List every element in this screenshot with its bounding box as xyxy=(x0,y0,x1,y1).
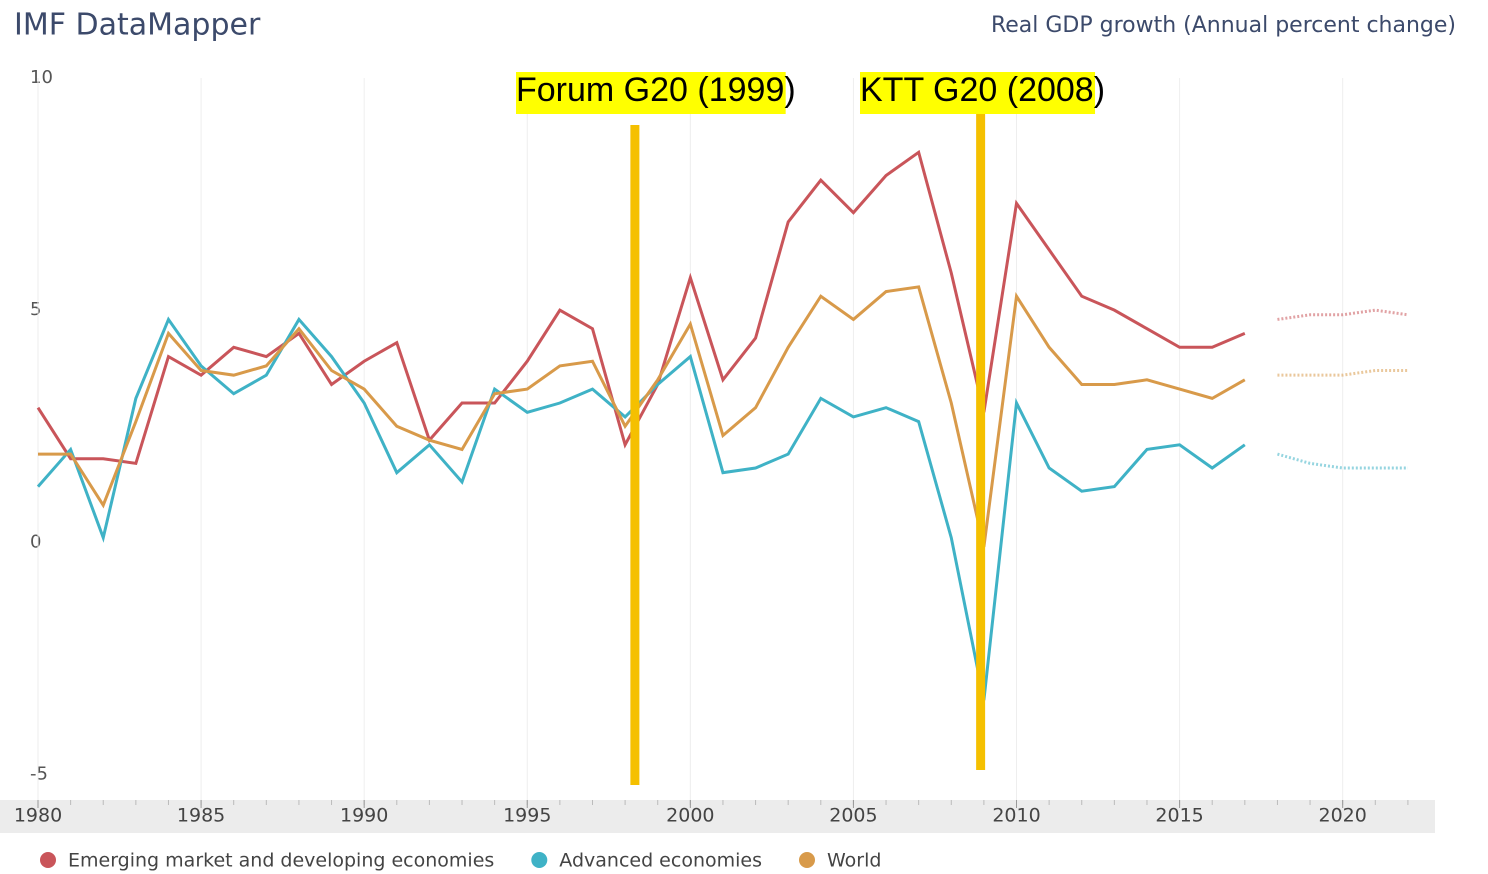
x-tick-label: 2005 xyxy=(829,805,877,827)
y-tick-label: 10 xyxy=(30,67,53,88)
x-tick-label: 1985 xyxy=(177,805,225,827)
y-tick-label: 0 xyxy=(30,531,41,552)
x-tick-label: 2020 xyxy=(1318,805,1366,827)
x-tick-label: 2015 xyxy=(1155,805,1203,827)
legend-label: World xyxy=(827,850,881,872)
series-line xyxy=(36,316,1246,701)
legend-marker xyxy=(40,852,56,868)
legend-marker xyxy=(799,852,815,868)
y-tick-label: 5 xyxy=(30,299,41,320)
x-tick-label: 2000 xyxy=(666,805,714,827)
x-tick-label: 1995 xyxy=(503,805,551,827)
x-tick-label: 1980 xyxy=(14,805,62,827)
annotation: KTT G20 (2008) xyxy=(860,71,1105,114)
annotation: Forum G20 (1999) xyxy=(516,71,796,114)
x-tick-label: 1990 xyxy=(340,805,388,827)
projection-line xyxy=(1277,308,1409,321)
legend-marker xyxy=(531,852,548,868)
annotation-highlight xyxy=(516,72,786,114)
annotation-label: KTT G20 (2008) xyxy=(860,71,1105,109)
chart-subtitle: Real GDP growth (Annual percent change) xyxy=(991,13,1456,38)
legend-label: Advanced economies xyxy=(559,850,762,872)
x-axis-band xyxy=(0,800,1435,833)
chart-title: IMF DataMapper xyxy=(14,8,261,43)
y-tick-label: -5 xyxy=(30,763,48,784)
series-line xyxy=(38,285,1246,548)
x-tick-label: 2010 xyxy=(992,805,1040,827)
annotation-label: Forum G20 (1999) xyxy=(516,71,796,109)
annotation-highlight xyxy=(860,72,1096,114)
projection-line xyxy=(1277,369,1408,377)
legend-label: Emerging market and developing economies xyxy=(68,850,494,872)
series-line xyxy=(36,149,1246,466)
